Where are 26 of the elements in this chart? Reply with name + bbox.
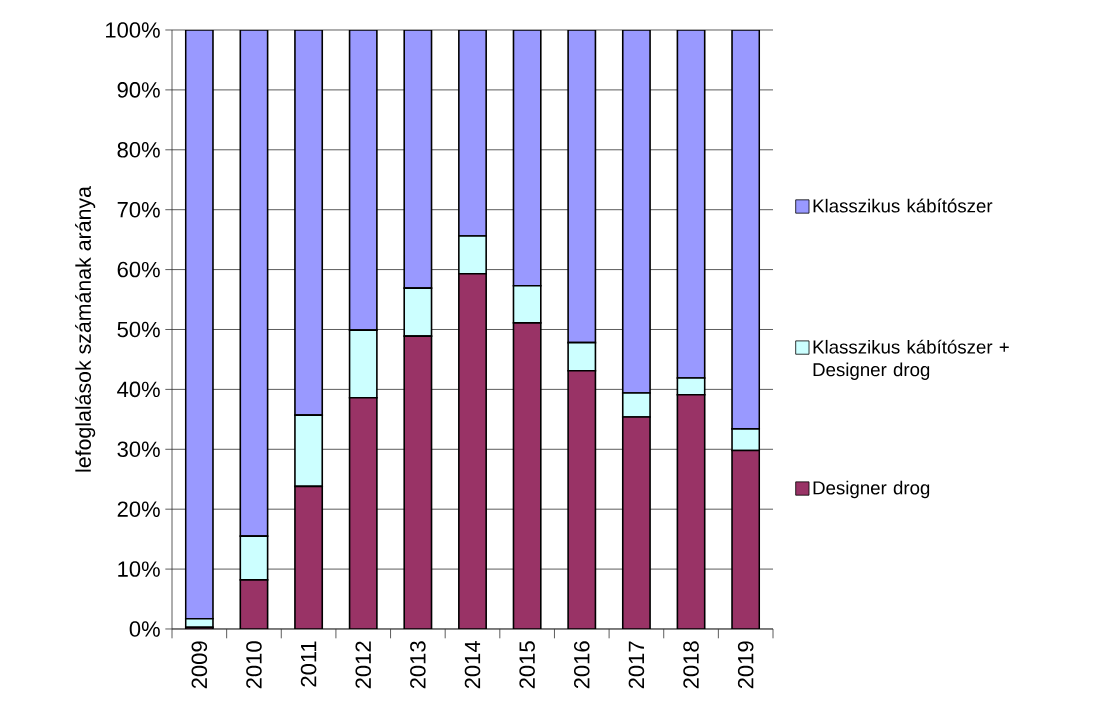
legend-label: Designer drog (813, 480, 930, 499)
x-tick-label: 2019 (737, 641, 754, 689)
x-tick-label: 2011 (300, 641, 317, 687)
x-tick-label: 2016 (573, 641, 590, 689)
y-tick-label: 60% (117, 261, 160, 278)
x-tick-label: 2013 (410, 641, 426, 689)
y-tick-label: 100% (106, 22, 160, 38)
legend-label: Klasszikus kábítószer + Designer drog (813, 339, 1009, 380)
x-tick-label: 2017 (628, 641, 645, 689)
y-axis-title: lefoglalások számának aránya (75, 186, 96, 472)
x-tick-label: 2009 (191, 641, 208, 689)
y-tick-label: 20% (117, 501, 160, 517)
x-tick-label: 2015 (519, 641, 535, 689)
x-tick-label: 2018 (683, 641, 699, 689)
y-tick-label: 30% (117, 441, 160, 458)
y-tick-label: 80% (117, 141, 160, 158)
y-tick-label: 70% (117, 201, 160, 218)
y-tick-label: 90% (117, 82, 160, 98)
y-tick-label: 0% (129, 621, 160, 637)
y-tick-label: 50% (117, 321, 160, 338)
x-tick-label: 2014 (464, 641, 481, 689)
legend-label: Klasszikus kábítószer (813, 198, 993, 213)
y-tick-label: 10% (118, 561, 160, 577)
x-tick-label: 2012 (355, 641, 372, 689)
y-tick-label: 40% (117, 381, 160, 398)
x-tick-label: 2010 (246, 641, 262, 689)
